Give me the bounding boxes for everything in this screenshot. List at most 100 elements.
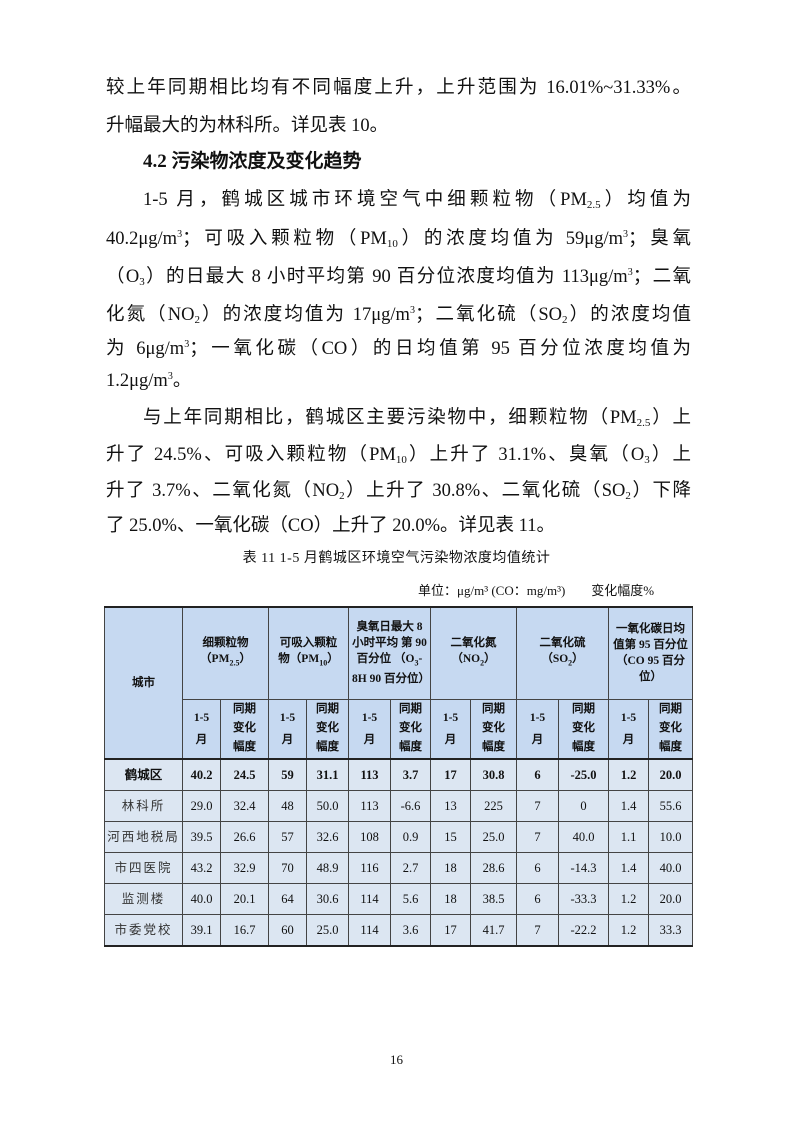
value-cell: 6 — [516, 758, 559, 791]
value-cell: 17 — [430, 758, 471, 791]
value-cell: 48.9 — [306, 852, 349, 884]
value-cell: 40.0 — [648, 852, 693, 884]
value-cell: 225 — [470, 790, 517, 822]
intro-line: 升幅最大的为林科所。详见表 10。 — [106, 116, 389, 136]
value-cell: 1.2 — [608, 914, 649, 947]
change-header: 同期 变化 幅度 — [558, 698, 609, 760]
city-cell: 鹤城区 — [104, 758, 183, 791]
value-cell: 40.0 — [558, 821, 609, 853]
value-cell: 108 — [348, 821, 391, 853]
value-cell: 113 — [348, 758, 391, 791]
value-cell: 0 — [558, 790, 609, 822]
page-number: 16 — [390, 1052, 403, 1067]
change-header: 同期 变化 幅度 — [306, 698, 349, 760]
table-row: 监测楼 40.0 20.1 64 30.6 114 5.6 18 38.5 6 -33.3 1.2 20… — [104, 883, 693, 915]
value-cell: 70 — [268, 852, 307, 884]
pollutant-group-header: 二氧化氮 （NO2） — [430, 606, 517, 700]
subscript: 3 — [139, 276, 145, 288]
value-cell: 113 — [348, 790, 391, 822]
table-row: 鹤城区 40.2 24.5 59 31.1 113 3.7 17 30.8 6 -25.0 1.2 20… — [104, 758, 693, 791]
value-cell: -33.3 — [558, 883, 609, 915]
value-cell: 48 — [268, 790, 307, 822]
value-cell: 30.6 — [306, 883, 349, 915]
paragraph-change-line: 与上年同期相比，鹤城区主要污染物中，细颗粒物（PM2.5）上 — [143, 408, 691, 429]
value-cell: 39.1 — [182, 914, 221, 947]
value-cell: 10.0 — [648, 821, 693, 853]
value-cell: 3.6 — [390, 914, 431, 947]
value-cell: 6 — [516, 883, 559, 915]
city-cell: 市四医院 — [104, 852, 183, 884]
paragraph-concentration-line: 1.2μg/m3。 — [106, 371, 192, 391]
value-cell: 31.1 — [306, 758, 349, 791]
paragraph-concentration-line: 为 6μg/m3；一氧化碳（CO）的日均值第 95 百分位浓度均值为 — [106, 339, 692, 359]
subscript: 2 — [625, 490, 631, 502]
paragraph-concentration-line: 化氮（NO2）的浓度均值为 17μg/m3；二氧化硫（SO2）的浓度均值 — [106, 305, 691, 326]
value-cell: 39.5 — [182, 821, 221, 853]
value-cell: 38.5 — [470, 883, 517, 915]
value-cell: 1.2 — [608, 883, 649, 915]
value-cell: 7 — [516, 821, 559, 853]
paragraph-concentration-line: 40.2μg/m3；可吸入颗粒物（PM10）的浓度均值为 59μg/m3；臭氧 — [106, 229, 691, 250]
value-cell: 1.4 — [608, 852, 649, 884]
city-cell: 监测楼 — [104, 883, 183, 915]
pollutant-group-header: 细颗粒物 （PM2.5） — [182, 606, 269, 700]
change-header: 同期 变化 幅度 — [648, 698, 693, 760]
value-cell: 15 — [430, 821, 471, 853]
value-cell: 55.6 — [648, 790, 693, 822]
table-unit-note: 单位：μg/m³ (CO：mg/m³) 变化幅度% — [418, 582, 654, 599]
table-row: 河西地税局 39.5 26.6 57 32.6 108 0.9 15 25.0 7 40.0 1.1 1… — [104, 821, 693, 853]
subscript: 10 — [395, 454, 407, 466]
value-cell: 17 — [430, 914, 471, 947]
period-header: 1-5 月 — [430, 698, 471, 760]
superscript: 3 — [627, 267, 633, 278]
city-cell: 河西地税局 — [104, 821, 183, 853]
pollutant-group-header: 可吸入颗粒 物（PM10） — [268, 606, 349, 700]
value-cell: 41.7 — [470, 914, 517, 947]
paragraph-change-line: 了 25.0%、一氧化碳（CO）上升了 20.0%。详见表 11。 — [106, 516, 555, 536]
value-cell: 25.0 — [306, 914, 349, 947]
pollutant-group-header: 臭氧日最大 8 小时平均 第 90 百分位 （O3-8H 90 百分位） — [348, 606, 431, 700]
value-cell: 7 — [516, 914, 559, 947]
value-cell: 18 — [430, 852, 471, 884]
section-heading: 4.2 污染物浓度及变化趋势 — [143, 151, 362, 172]
value-cell: 64 — [268, 883, 307, 915]
paragraph-change-line: 升了 3.7%、二氧化氮（NO2）上升了 30.8%、二氧化硫（SO2）下降 — [106, 481, 691, 502]
table-caption: 表 11 1-5 月鹤城区环境空气污染物浓度均值统计 — [242, 551, 551, 566]
value-cell: 29.0 — [182, 790, 221, 822]
superscript: 3 — [177, 229, 183, 240]
value-cell: -22.2 — [558, 914, 609, 947]
subscript: 2 — [339, 490, 345, 502]
city-cell: 林科所 — [104, 790, 183, 822]
value-cell: 24.5 — [220, 758, 269, 791]
subscript: 2 — [194, 314, 200, 326]
value-cell: 59 — [268, 758, 307, 791]
change-unit-label: 变化幅度% — [591, 583, 655, 598]
value-cell: 30.8 — [470, 758, 517, 791]
value-cell: 25.0 — [470, 821, 517, 853]
table-row: 林科所 29.0 32.4 48 50.0 113 -6.6 13 225 7 0 1.4 55.6 — [104, 790, 693, 822]
city-cell: 市委党校 — [104, 914, 183, 947]
change-header: 同期 变化 幅度 — [220, 698, 269, 760]
subscript: 10 — [386, 238, 398, 250]
value-cell: 114 — [348, 883, 391, 915]
value-cell: 0.9 — [390, 821, 431, 853]
period-header: 1-5 月 — [182, 698, 221, 760]
superscript: 3 — [622, 229, 628, 240]
subscript: 2.5 — [586, 199, 601, 211]
period-header: 1-5 月 — [608, 698, 649, 760]
value-cell: 32.4 — [220, 790, 269, 822]
subscript: 2.5 — [636, 417, 651, 429]
superscript: 3 — [184, 339, 190, 350]
table-row: 市委党校 39.1 16.7 60 25.0 114 3.6 17 41.7 7 -22.2 1.2 3… — [104, 914, 693, 947]
value-cell: 60 — [268, 914, 307, 947]
change-header: 同期 变化 幅度 — [470, 698, 517, 760]
city-header: 城市 — [104, 606, 183, 760]
period-header: 1-5 月 — [516, 698, 559, 760]
paragraph-change-line: 升了 24.5%、可吸入颗粒物（PM10）上升了 31.1%、臭氧（O3）上 — [106, 445, 691, 466]
value-cell: 32.6 — [306, 821, 349, 853]
superscript: 3 — [409, 305, 415, 316]
value-cell: 13 — [430, 790, 471, 822]
value-cell: 57 — [268, 821, 307, 853]
value-cell: 7 — [516, 790, 559, 822]
